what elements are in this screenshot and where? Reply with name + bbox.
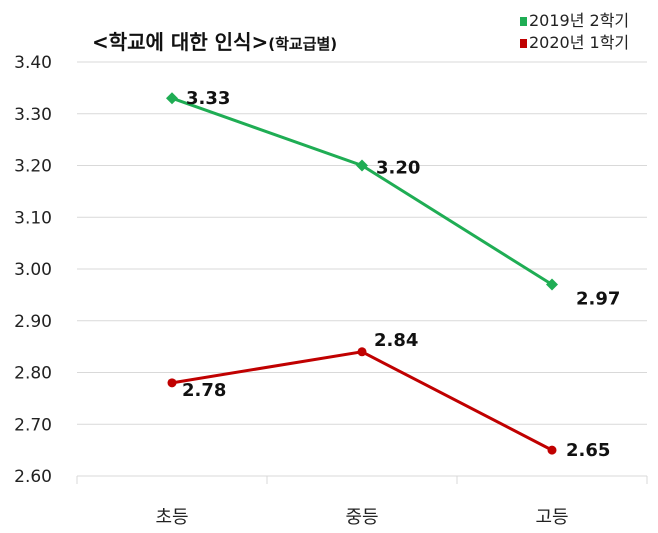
data-label: 2.78: [182, 380, 226, 401]
y-tick-label: 3.40: [14, 53, 52, 73]
data-label: 3.20: [376, 158, 420, 179]
legend: 2019년 2학기 2020년 1학기: [520, 10, 629, 54]
y-tick-label: 2.60: [14, 467, 52, 487]
data-label: 2.97: [576, 289, 620, 310]
data-point: [546, 278, 558, 291]
y-tick-label: 3.20: [14, 157, 52, 177]
legend-item: 2020년 1학기: [520, 32, 629, 54]
series-line: [171, 350, 553, 452]
x-tick-label: 중등: [345, 507, 378, 528]
data-label: 2.84: [374, 330, 418, 351]
y-tick-label: 3.10: [14, 208, 52, 228]
y-tick-label: 3.00: [14, 260, 52, 280]
data-point: [166, 92, 178, 105]
legend-swatch: [520, 39, 527, 48]
y-tick-label: 2.90: [14, 312, 52, 332]
legend-item: 2019년 2학기: [520, 10, 629, 32]
y-tick-label: 2.80: [14, 364, 52, 384]
chart-subtitle: (학교급별): [268, 35, 338, 53]
legend-swatch: [520, 17, 527, 26]
data-point: [356, 159, 368, 172]
data-point: [547, 445, 557, 455]
chart-title: <학교에 대한 인식>(학교급별): [92, 30, 338, 54]
y-tick-label: 2.70: [14, 415, 52, 435]
data-point: [167, 378, 177, 388]
y-tick-label: 3.30: [14, 105, 52, 125]
x-tick-label: 고등: [535, 507, 568, 528]
data-label: 2.65: [566, 440, 610, 461]
x-tick-label: 초등: [155, 507, 188, 528]
series-line: [171, 96, 553, 286]
data-label: 3.33: [186, 88, 230, 109]
data-point: [357, 347, 367, 357]
